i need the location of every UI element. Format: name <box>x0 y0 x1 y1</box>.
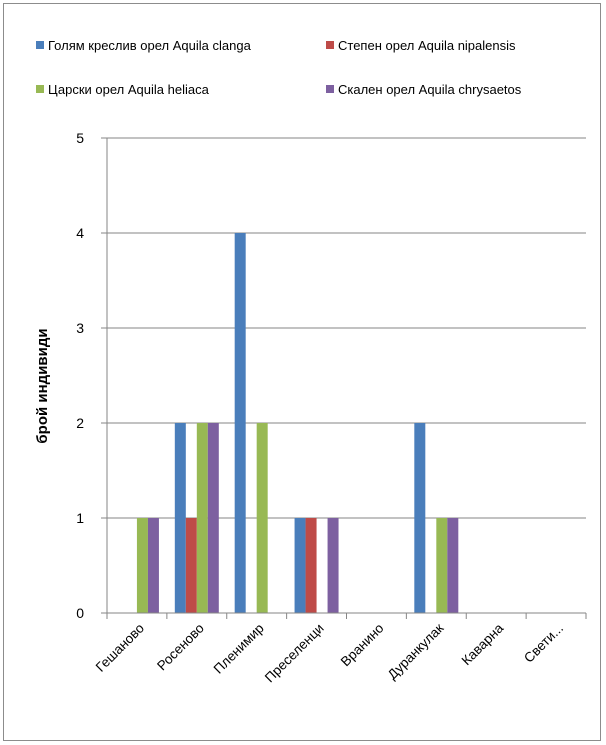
legend-swatch <box>36 85 44 93</box>
y-tick-label: 1 <box>76 510 84 526</box>
bar <box>147 518 159 613</box>
legend-swatch <box>36 41 44 49</box>
y-tick-label: 2 <box>76 415 84 431</box>
bar <box>196 423 208 613</box>
y-tick-label: 5 <box>76 130 84 146</box>
axes <box>101 137 587 619</box>
y-tick-label: 4 <box>76 225 84 241</box>
y-tick-label: 3 <box>76 320 84 336</box>
x-tick-label: Пленимир <box>211 621 267 677</box>
bar <box>294 518 306 613</box>
x-tick-label: Гешаново <box>93 621 147 675</box>
y-axis-label: брой индивиди <box>34 328 51 443</box>
bar <box>256 423 268 613</box>
y-tick-label: 0 <box>76 605 84 621</box>
legend-swatch <box>326 41 334 49</box>
legend-swatch <box>326 85 334 93</box>
bar <box>305 518 317 613</box>
legend: Голям креслив орел Aquila clanga Степен о… <box>36 38 522 97</box>
x-tick-label: Преселенци <box>262 621 327 686</box>
bar <box>414 423 426 613</box>
legend-label: Скален орел Aquila chrysaetos <box>338 82 522 97</box>
bar <box>436 518 448 613</box>
legend-label: Степен орел Aquila nipalensis <box>338 38 516 53</box>
chart-area <box>3 3 601 741</box>
bar <box>185 518 197 613</box>
y-tick-labels: 0 1 2 3 4 5 <box>76 130 84 621</box>
legend-label: Царски орел Aquila heliaca <box>48 82 210 97</box>
bars <box>136 233 459 613</box>
x-tick-label: Дуранкулак <box>385 620 447 682</box>
bar <box>207 423 219 613</box>
x-tick-label: Вранино <box>338 621 387 670</box>
bar <box>327 518 339 613</box>
legend-label: Голям креслив орел Aquila clanga <box>48 38 252 53</box>
bar <box>234 233 246 613</box>
bar <box>174 423 186 613</box>
x-tick-label: Каварна <box>459 620 507 668</box>
x-tick-label: Росеново <box>154 621 207 674</box>
x-tick-label: Свети... <box>521 621 566 666</box>
bar <box>136 518 148 613</box>
bar <box>447 518 459 613</box>
